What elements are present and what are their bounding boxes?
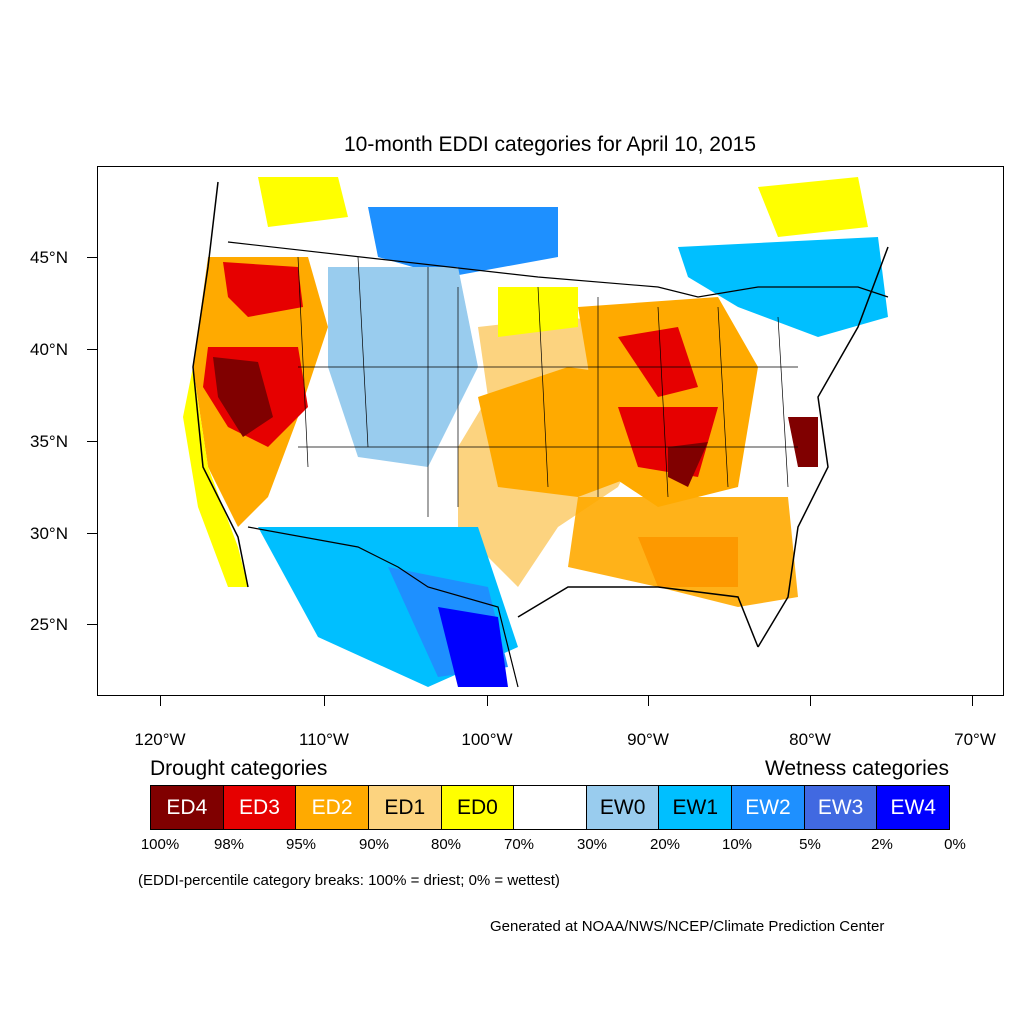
- state-lines: [297, 256, 798, 517]
- pct-label: 70%: [503, 836, 535, 853]
- lon-tick: [160, 696, 161, 706]
- east-coastline: [757, 246, 889, 648]
- eddi-map: [183, 177, 889, 688]
- legend-cell-ed2: ED2: [296, 786, 369, 829]
- canada-yellow: [258, 177, 348, 227]
- lat-tick: [87, 533, 97, 534]
- pct-label: 30%: [576, 836, 608, 853]
- pct-label: 80%: [430, 836, 462, 853]
- lon-tick: [487, 696, 488, 706]
- lat-tick: [87, 349, 97, 350]
- lat-label-30: 30°N: [30, 524, 68, 543]
- lon-label-80: 80°W: [789, 730, 831, 749]
- drought-categories-title: Drought categories: [150, 757, 328, 780]
- legend-cell-ew1: EW1: [659, 786, 733, 829]
- legend-cell-ed0: ED0: [441, 786, 515, 829]
- legend-cell-ew0: EW0: [586, 786, 660, 829]
- pct-label: 2%: [871, 836, 893, 853]
- southeast-orange: [568, 497, 798, 607]
- legend-cell-ew3: EW3: [804, 786, 878, 829]
- west-coastline: [192, 181, 249, 588]
- legend-cell-ed3: ED3: [223, 786, 297, 829]
- map-panel: [97, 166, 1004, 696]
- lon-tick: [972, 696, 973, 706]
- pct-label: 10%: [721, 836, 753, 853]
- legend-colorbar: ED4 ED3 ED2 ED1 ED0 EW0 EW1 EW2 EW3 EW4: [150, 785, 950, 830]
- lon-label-70: 70°W: [954, 730, 996, 749]
- pct-label: 90%: [358, 836, 390, 853]
- oregon-red: [223, 262, 303, 317]
- lat-tick: [87, 624, 97, 625]
- northern-plains-blue: [368, 207, 558, 277]
- texas-deepblue: [438, 607, 508, 687]
- lon-tick: [324, 696, 325, 706]
- pct-label: 95%: [285, 836, 317, 853]
- us-mexico-border: [247, 526, 519, 688]
- lat-tick: [87, 257, 97, 258]
- legend-cell-ed1: ED1: [368, 786, 442, 829]
- pct-label: 5%: [799, 836, 821, 853]
- lon-label-120: 120°W: [134, 730, 186, 749]
- lat-tick: [87, 441, 97, 442]
- mid-atlantic-darkred: [788, 417, 818, 467]
- lon-label-90: 90°W: [627, 730, 669, 749]
- legend-cell-ed4: ED4: [151, 786, 224, 829]
- lon-label-110: 110°W: [299, 730, 349, 749]
- pct-label: 0%: [944, 836, 966, 853]
- midwest-orange: [578, 297, 758, 507]
- wetness-categories-title: Wetness categories: [764, 757, 949, 780]
- legend-cell-normal: [514, 786, 587, 829]
- canada-east-yellow: [758, 177, 868, 237]
- lat-label-35: 35°N: [30, 432, 68, 451]
- lon-tick: [810, 696, 811, 706]
- great-basin-darkred: [213, 357, 273, 437]
- gulf-coastline: [517, 586, 759, 648]
- lon-label-100: 100°W: [461, 730, 513, 749]
- legend-cell-ew4: EW4: [877, 786, 950, 829]
- pct-label: 20%: [649, 836, 681, 853]
- lat-label-25: 25°N: [30, 615, 68, 634]
- michigan-red: [618, 327, 698, 397]
- lat-label-40: 40°N: [30, 340, 68, 359]
- lon-tick: [648, 696, 649, 706]
- legend-cell-ew2: EW2: [732, 786, 805, 829]
- credit-line: Generated at NOAA/NWS/NCEP/Climate Predi…: [490, 918, 885, 935]
- us-canada-border: [227, 241, 889, 298]
- map-title: 10-month EDDI categories for April 10, 2…: [343, 133, 757, 156]
- pct-label: 98%: [213, 836, 245, 853]
- category-breaks-note: (EDDI-percentile category breaks: 100% =…: [138, 872, 560, 889]
- ohio-darkred: [668, 442, 708, 487]
- pct-label: 100%: [140, 836, 180, 853]
- yellow-fringe: [498, 287, 578, 337]
- lat-label-45: 45°N: [30, 248, 68, 267]
